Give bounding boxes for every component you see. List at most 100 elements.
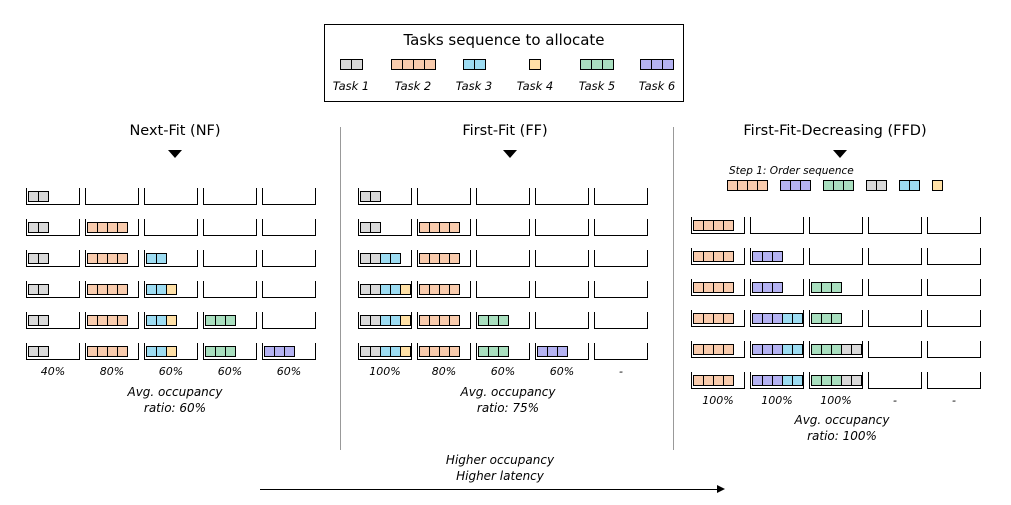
bin-occupancy-percentage: 100%	[820, 394, 852, 407]
bin	[85, 250, 139, 267]
bin	[203, 219, 257, 236]
task-2-cell	[723, 251, 734, 262]
bin-fill	[811, 375, 862, 386]
footer-line2: Higher latency	[456, 469, 544, 483]
ffd-order-task-3	[899, 180, 920, 191]
legend-task-1-swatch	[339, 59, 363, 70]
bin	[535, 219, 589, 236]
legend-task-2-label: Task 2	[394, 79, 432, 93]
bin-fill	[360, 222, 381, 233]
bin-occupancy-percentage: 80%	[431, 365, 457, 378]
bin	[358, 219, 412, 236]
bin-occupancy-percentage: 60%	[490, 365, 516, 378]
bin	[750, 217, 804, 234]
bin	[535, 250, 589, 267]
legend-task-5-label: Task 5	[578, 79, 616, 93]
bin-occupancy-percentage: 60%	[549, 365, 575, 378]
bin-fill	[693, 220, 734, 231]
bin	[691, 279, 745, 296]
task-3-cell	[792, 313, 803, 324]
bin	[868, 372, 922, 389]
bin-fill	[87, 253, 128, 264]
bin	[417, 312, 471, 329]
task-5-cell	[602, 59, 614, 70]
ffd-occupancy-note: Avg. occupancy ratio: 100%	[747, 412, 937, 444]
bin	[203, 343, 257, 360]
bin	[476, 312, 530, 329]
task-6-cell	[772, 282, 783, 293]
bin	[750, 372, 804, 389]
bin-fill	[811, 313, 842, 324]
bin-fill	[752, 375, 803, 386]
bin	[691, 217, 745, 234]
bin-fill	[28, 315, 49, 326]
bin-fill	[419, 253, 460, 264]
legend-task-6-label: Task 6	[638, 79, 676, 93]
bin	[927, 372, 981, 389]
bin-occupancy-percentage: 60%	[276, 365, 302, 378]
bin	[927, 217, 981, 234]
bin	[594, 343, 648, 360]
bin-fill	[419, 315, 460, 326]
task-4-cell	[166, 346, 177, 357]
bin-fill	[360, 315, 411, 326]
bin-fill	[752, 313, 803, 324]
ffd-order-task-2	[727, 180, 768, 191]
ffd-arrow-down-icon	[833, 150, 847, 158]
bin	[594, 188, 648, 205]
legend-task-3-label: Task 3	[455, 79, 493, 93]
task-2-cell	[723, 375, 734, 386]
bin	[476, 219, 530, 236]
bin-fill	[419, 346, 460, 357]
legend-task-2: Task 2	[383, 57, 443, 99]
legend-task-1-label: Task 1	[332, 79, 370, 93]
ffd-note-line1: Avg. occupancy	[794, 413, 890, 427]
bin	[927, 310, 981, 327]
bin	[262, 188, 316, 205]
task-3-cell	[473, 59, 486, 70]
task-1-cell	[370, 191, 381, 202]
bin-fill	[264, 346, 295, 357]
task-5-cell	[498, 346, 509, 357]
bin-fill	[146, 284, 177, 295]
bin	[691, 248, 745, 265]
task-1-cell	[38, 346, 49, 357]
task-3-cell	[792, 375, 803, 386]
bin	[203, 188, 257, 205]
bin-fill	[419, 284, 460, 295]
bin	[535, 188, 589, 205]
bin	[26, 343, 80, 360]
bin	[26, 188, 80, 205]
bin	[594, 312, 648, 329]
bin	[85, 281, 139, 298]
bin	[144, 250, 198, 267]
bin-fill	[693, 251, 734, 262]
bin-occupancy-percentage: -	[893, 394, 897, 407]
bin-fill	[693, 282, 734, 293]
task-4-cell	[400, 315, 411, 326]
task-6-cell	[800, 180, 811, 191]
bin-occupancy-percentage: -	[952, 394, 956, 407]
task-3-cell	[909, 180, 920, 191]
bin	[26, 219, 80, 236]
bin	[927, 341, 981, 358]
bin-occupancy-percentage: -	[619, 365, 623, 378]
nf-note-line1: Avg. occupancy	[127, 385, 223, 399]
legend-task-4-swatch	[529, 59, 541, 70]
bin	[868, 341, 922, 358]
bin-occupancy-percentage: 100%	[761, 394, 793, 407]
ff-title: First-Fit (FF)	[462, 123, 548, 139]
ffd-title: First-Fit-Decreasing (FFD)	[743, 123, 927, 139]
task-5-cell	[843, 180, 854, 191]
task-2-cell	[449, 222, 460, 233]
task-5-cell	[831, 282, 842, 293]
bin	[535, 312, 589, 329]
task-2-cell	[449, 253, 460, 264]
bin	[809, 341, 863, 358]
bin	[262, 219, 316, 236]
bin-fill	[28, 346, 49, 357]
legend-title: Tasks sequence to allocate	[403, 31, 605, 49]
bin	[85, 188, 139, 205]
bin	[358, 250, 412, 267]
bin-fill	[28, 191, 49, 202]
